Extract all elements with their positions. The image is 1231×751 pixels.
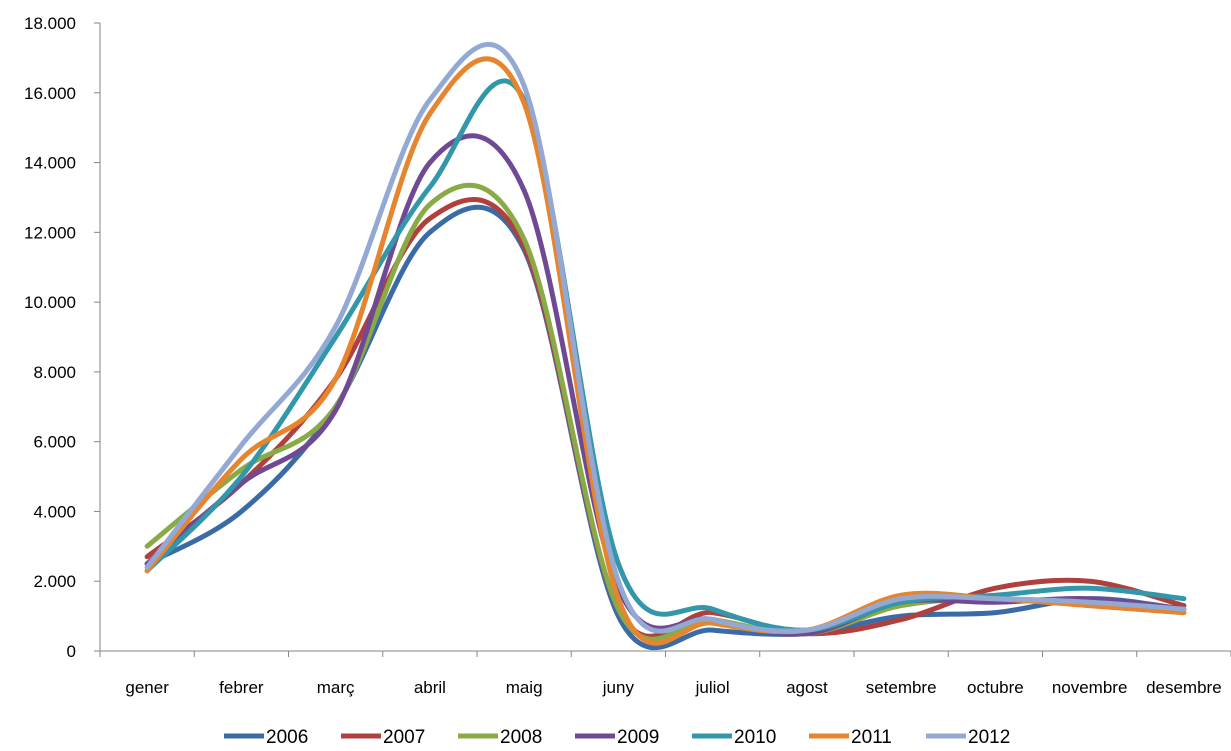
x-tick-label: maig (506, 678, 543, 697)
series-line-2011 (144, 56, 1187, 646)
y-tick-label: 0 (67, 642, 76, 661)
y-tick-label: 6.000 (33, 433, 76, 452)
legend-label-2007: 2007 (383, 727, 425, 748)
legend-label-2012: 2012 (968, 727, 1010, 748)
x-tick-label: juliol (695, 678, 730, 697)
x-tick-label: octubre (967, 678, 1024, 697)
y-tick-label: 4.000 (33, 502, 76, 521)
series-lines (144, 42, 1187, 651)
axes: 0 2.000 4.000 6.000 8.000 10.000 12.000 14.000 1… (24, 14, 1231, 697)
y-tick-label: 14.000 (24, 154, 76, 173)
y-tick-label: 18.000 (24, 14, 76, 33)
x-tick-label: desembre (1146, 678, 1222, 697)
y-tick-label: 16.000 (24, 84, 76, 103)
legend-label-2009: 2009 (617, 727, 659, 748)
legend-label-2006: 2006 (266, 727, 308, 748)
legend-label-2010: 2010 (734, 727, 776, 748)
x-tick-label: abril (414, 678, 446, 697)
series-line-2012 (144, 42, 1187, 634)
x-tick-label: setembre (866, 678, 937, 697)
y-tick-label: 2.000 (33, 572, 76, 591)
x-tick-label: agost (786, 678, 828, 697)
series-line-2008 (144, 182, 1187, 642)
x-tick-label: març (317, 678, 355, 697)
y-tick-label: 10.000 (24, 293, 76, 312)
legend-label-2008: 2008 (500, 727, 542, 748)
x-tick-label: juny (602, 678, 635, 697)
x-tick-label: novembre (1052, 678, 1128, 697)
series-line-2010 (144, 78, 1187, 633)
legend: 2006 2007 2008 2009 2010 2011 2012 (224, 727, 1010, 748)
x-tick-label: febrer (219, 678, 264, 697)
x-tick-label: gener (125, 678, 169, 697)
y-tick-label: 8.000 (33, 363, 76, 382)
legend-label-2011: 2011 (851, 727, 892, 748)
y-tick-label: 12.000 (24, 223, 76, 242)
